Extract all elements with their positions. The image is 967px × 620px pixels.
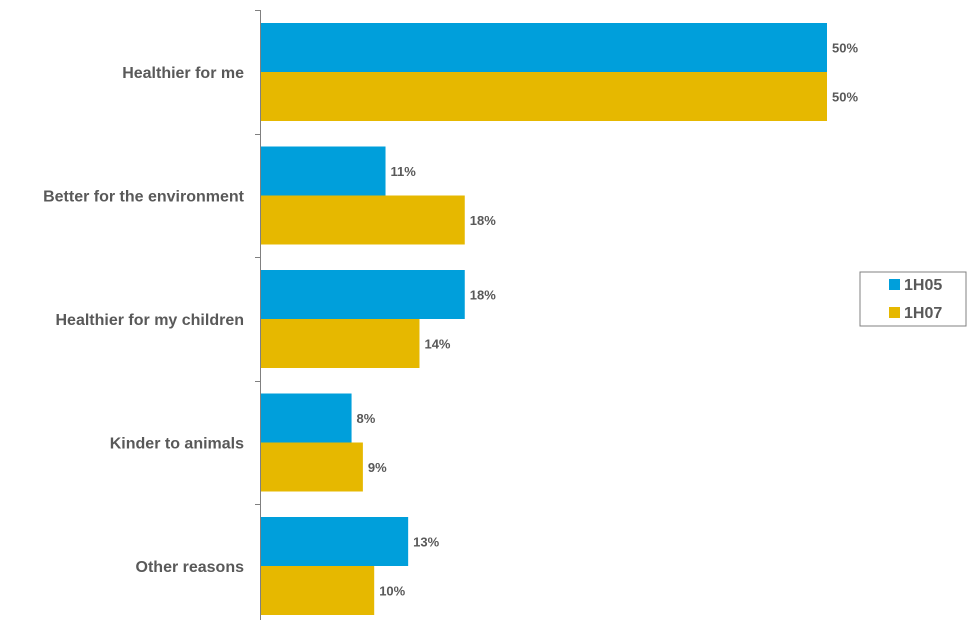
bar-1h07	[261, 319, 420, 368]
legend-label-1h05: 1H05	[904, 277, 942, 294]
value-label: 13%	[413, 535, 439, 550]
bar-1h07	[261, 566, 375, 615]
value-label: 18%	[470, 213, 496, 228]
bar-1h05	[261, 517, 409, 566]
legend-swatch-1h05	[889, 279, 900, 290]
bars	[261, 23, 827, 615]
bar-1h07	[261, 72, 827, 121]
category-label: Healthier for my children	[56, 312, 245, 329]
legend-box	[859, 271, 967, 327]
category-label: Kinder to animals	[110, 435, 244, 452]
bar-1h05	[261, 146, 386, 196]
category-label: Better for the environment	[43, 188, 245, 205]
bar-1h05	[261, 23, 827, 72]
value-label: 10%	[379, 584, 405, 599]
value-label: 9%	[368, 460, 387, 475]
legend-label-1h07: 1H07	[904, 305, 942, 322]
bar-1h05	[261, 393, 352, 443]
bar-1h07	[261, 195, 465, 245]
labels: Healthier for me 50% 50% Better for the env…	[43, 41, 858, 599]
legend: 1H05 1H07	[859, 271, 967, 327]
bar-1h07	[261, 442, 363, 492]
value-label: 50%	[832, 90, 858, 105]
value-label: 14%	[424, 337, 450, 352]
legend-swatch-1h07	[889, 307, 900, 318]
bar-1h05	[261, 270, 465, 319]
category-label: Healthier for me	[122, 65, 244, 82]
value-label: 50%	[832, 41, 858, 56]
category-axis	[255, 10, 261, 620]
value-label: 8%	[357, 411, 376, 426]
category-label: Other reasons	[136, 559, 245, 576]
value-label: 18%	[470, 288, 496, 303]
value-label: 11%	[391, 164, 417, 179]
